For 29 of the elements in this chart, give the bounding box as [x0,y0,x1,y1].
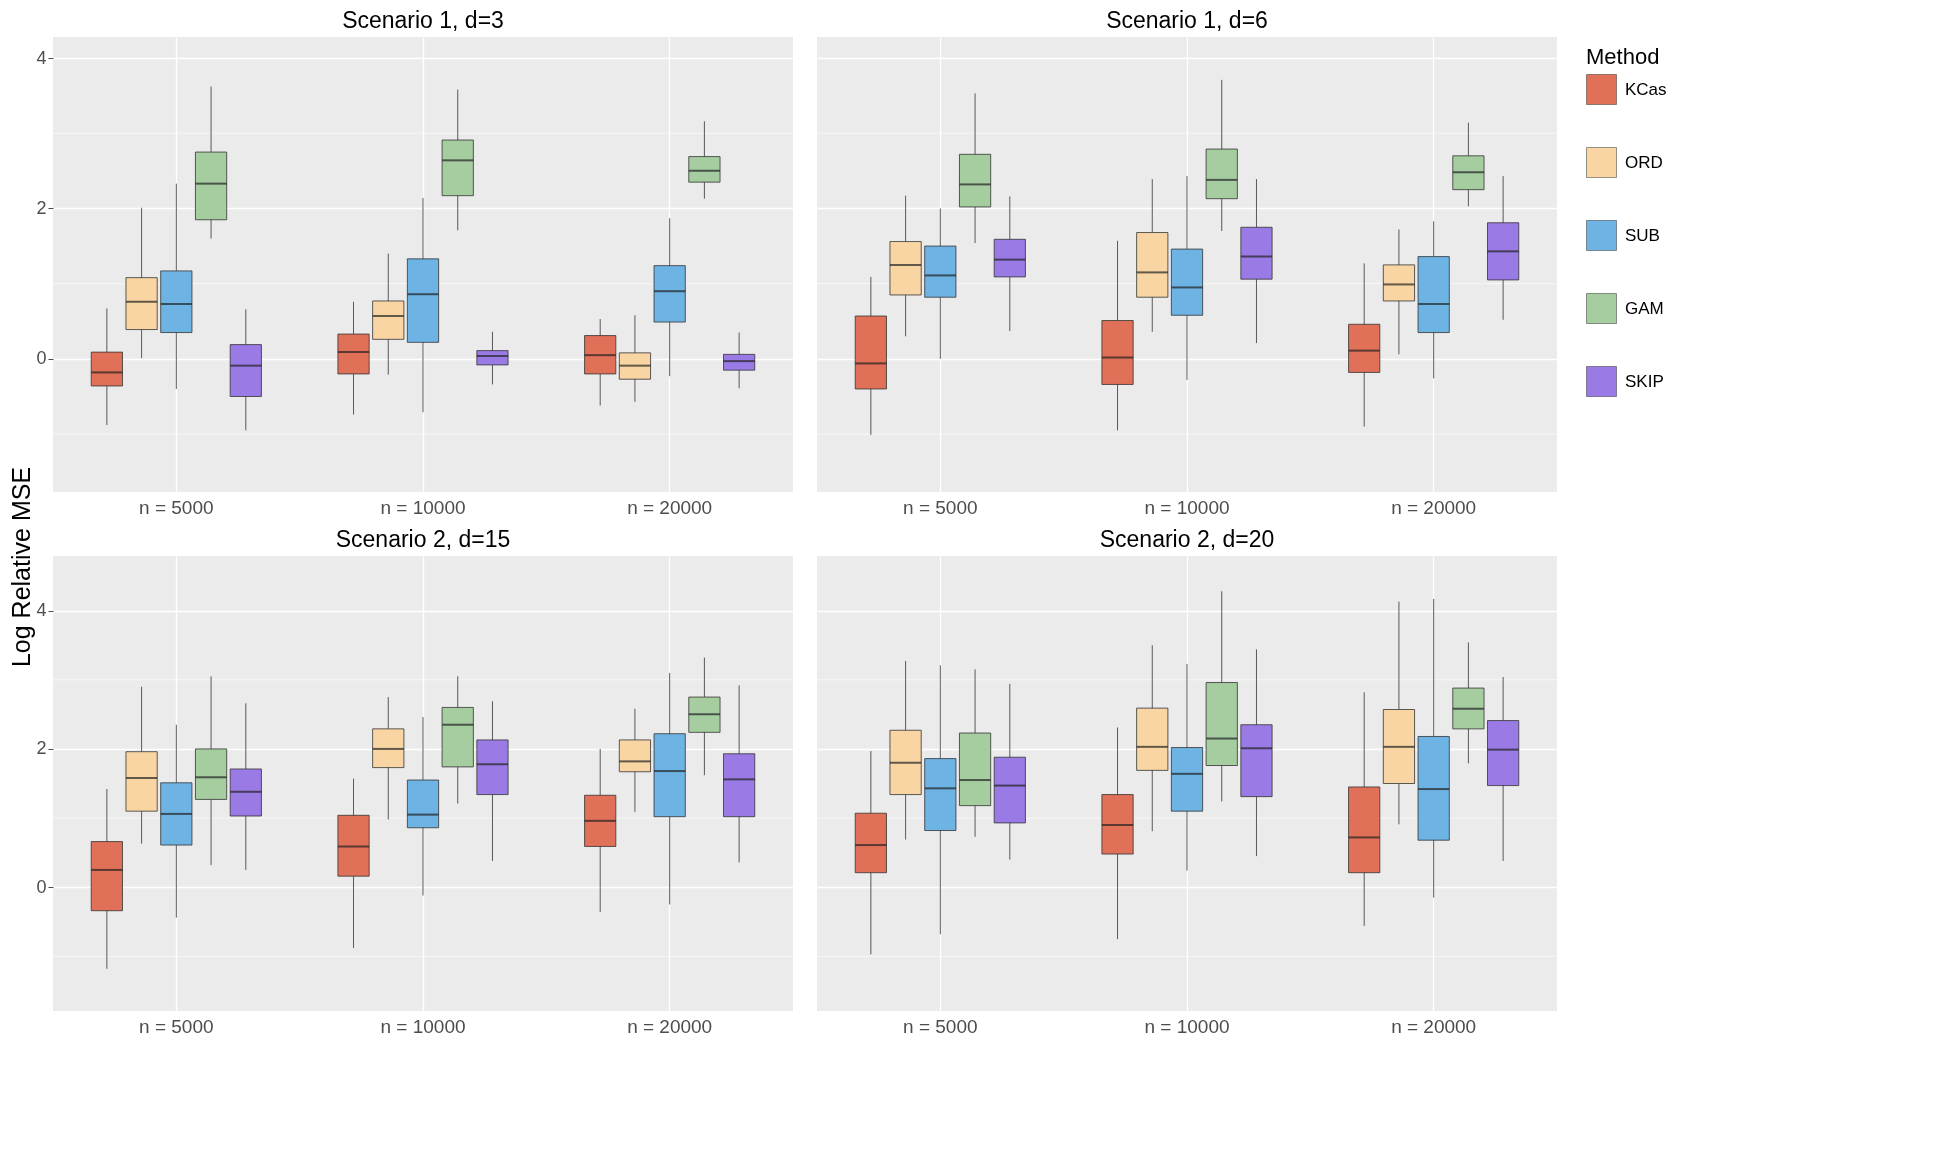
x-tick-label: n = 10000 [380,1015,466,1037]
y-tick-label: 0 [36,348,47,369]
x-tick-label: n = 20000 [1391,496,1477,518]
x-tick-label: n = 20000 [1391,1015,1477,1037]
x-tick-label: n = 20000 [627,496,713,518]
legend-label: GAM [1625,298,1664,318]
x-tick-label: n = 5000 [903,1015,978,1037]
y-tick-label: 4 [36,47,47,68]
chart-title: Scenario 1, d=3 [342,7,504,33]
legend-label: SKIP [1625,371,1664,391]
x-tick-label: n = 5000 [139,496,214,518]
chart-title: Scenario 1, d=6 [1106,7,1268,33]
legend-label: ORD [1625,152,1663,172]
chart-title: Scenario 2, d=20 [1099,526,1275,552]
x-tick-label: n = 5000 [139,1015,214,1037]
legend-title: Method [1586,44,1660,69]
x-tick-label: n = 20000 [627,1015,713,1037]
x-tick-label: n = 5000 [903,496,978,518]
chart-title: Scenario 2, d=15 [335,526,511,552]
y-tick-label: 2 [36,738,47,759]
y-tick-label: 0 [36,876,47,897]
y-tick-label: 2 [36,197,47,218]
legend-label: SUB [1625,225,1660,245]
x-tick-label: n = 10000 [1144,1015,1230,1037]
y-axis-title: Log Relative MSE [7,466,35,668]
x-tick-label: n = 10000 [380,496,466,518]
legend-label: KCas [1625,79,1667,99]
y-tick-label: 4 [36,600,47,621]
x-tick-label: n = 10000 [1144,496,1230,518]
